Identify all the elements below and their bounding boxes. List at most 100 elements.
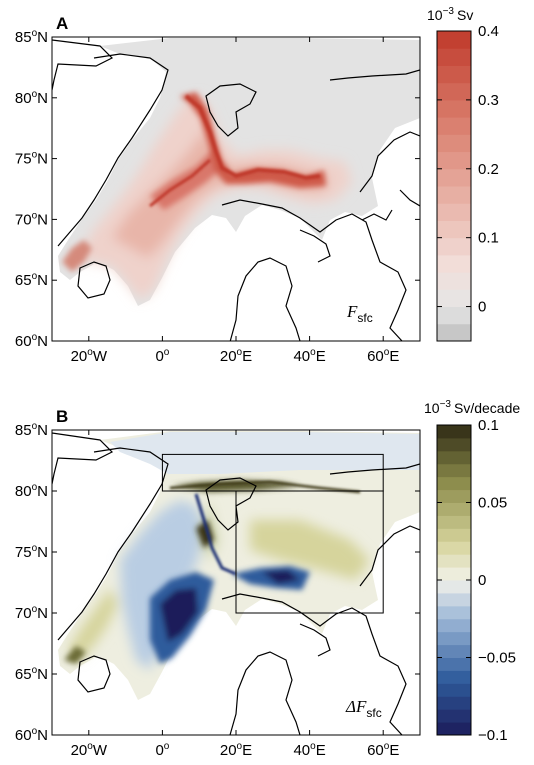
colorbar-step xyxy=(437,502,471,516)
y-tick-label: 85oN xyxy=(15,421,48,439)
colorbar-tick-label: 0.1 xyxy=(478,417,499,434)
degree-symbol: o xyxy=(32,89,38,100)
y-tick-label: 60oN xyxy=(15,726,48,744)
colorbar-step xyxy=(437,117,471,135)
colorbar-step xyxy=(437,489,471,503)
colorbar-step xyxy=(437,592,471,607)
degree-symbol: o xyxy=(310,347,316,358)
x-tick-label: 20oW xyxy=(71,741,108,759)
panel-a-coastlines xyxy=(52,39,420,341)
panel-b-core-trend xyxy=(169,480,361,576)
panel-a-map xyxy=(52,37,420,341)
colorbar-tick-label: 0.1 xyxy=(478,230,499,247)
y-tick-label: 70oN xyxy=(15,210,48,228)
y-tick-label: 75oN xyxy=(15,150,48,168)
colorbar-tick-label: 0.3 xyxy=(478,92,499,109)
x-tick-label: 60oE xyxy=(367,347,399,365)
colorbar-tick-label: 0.2 xyxy=(478,161,499,178)
colorbar-step xyxy=(437,237,471,256)
colorbar-step xyxy=(437,450,471,465)
colorbar-step xyxy=(437,65,471,84)
colorbar-step xyxy=(437,605,471,620)
degree-symbol: o xyxy=(32,28,38,39)
region-box xyxy=(235,490,384,614)
colorbar-step xyxy=(437,644,471,658)
panel-b-strong-trend xyxy=(64,480,310,664)
degree-symbol: o xyxy=(87,347,93,358)
colorbar-tick-label: 0.4 xyxy=(478,23,499,40)
colorbar-step xyxy=(437,670,471,684)
panel-b-colorbar-title: 10−3 Sv/decade xyxy=(424,399,520,416)
colorbar-tick-label: 0.05 xyxy=(478,495,507,512)
colorbar-step xyxy=(437,437,471,452)
degree-symbol: o xyxy=(32,271,38,282)
colorbar-step xyxy=(437,554,471,568)
y-tick-label: 80oN xyxy=(15,89,48,107)
colorbar-step xyxy=(437,631,471,646)
colorbar-step xyxy=(437,203,471,221)
colorbar-step xyxy=(437,48,471,66)
colorbar-tick-label: −0.05 xyxy=(478,650,516,667)
degree-symbol: o xyxy=(237,347,243,358)
y-tick-label: 60oN xyxy=(15,332,48,350)
degree-symbol: o xyxy=(32,726,38,737)
y-tick-label: 75oN xyxy=(15,543,48,561)
colorbar-tick-label: −0.1 xyxy=(478,727,508,744)
panel-b: B 20oW 0o 20oE 40oE 60oE85oN80oN75oN70oN65oN… xyxy=(15,399,520,759)
colorbar-step xyxy=(437,289,471,308)
y-tick-label: 70oN xyxy=(15,604,48,622)
colorbar-tick-label: 0 xyxy=(478,299,486,316)
colorbar-step xyxy=(437,323,471,342)
colorbar-step xyxy=(437,220,471,239)
colorbar-step xyxy=(437,696,471,710)
panel-b-north-band xyxy=(110,432,420,474)
colorbar-step xyxy=(437,476,471,491)
colorbar-step xyxy=(437,722,471,736)
panel-a-map-label: Fsfc xyxy=(346,302,373,325)
degree-symbol: o xyxy=(87,741,93,752)
panel-b-region-boxes xyxy=(161,453,384,614)
degree-symbol: o xyxy=(32,332,38,343)
x-tick-label: 0o xyxy=(155,741,169,759)
colorbar-step xyxy=(437,463,471,478)
colorbar-step xyxy=(437,306,471,325)
colorbar-step xyxy=(437,134,471,153)
panel-b-axes: 20oW 0o 20oE 40oE 60oE 85oN 80oN 75oN 70oN 65oN 60… xyxy=(15,421,420,759)
y-tick-label: 85oN xyxy=(15,28,48,46)
degree-symbol: o xyxy=(384,741,390,752)
degree-symbol: o xyxy=(32,604,38,615)
y-tick-label: 80oN xyxy=(15,482,48,500)
panel-a-colorbar: 0.4 0.3 0.2 0.1 0 10−3 Sv xyxy=(427,6,499,342)
x-tick-label: 40oE xyxy=(293,347,325,365)
degree-symbol: o xyxy=(32,421,38,432)
degree-symbol: o xyxy=(237,741,243,752)
degree-symbol: o xyxy=(32,210,38,221)
degree-symbol: o xyxy=(32,482,38,493)
panel-a-colorbar-title: 10−3 Sv xyxy=(427,6,473,23)
degree-symbol: o xyxy=(32,665,38,676)
colorbar-step xyxy=(437,425,471,439)
colorbar-step xyxy=(437,528,471,542)
colorbar-step xyxy=(437,254,471,273)
colorbar-step xyxy=(437,541,471,555)
colorbar-step xyxy=(437,580,471,594)
colorbar-step xyxy=(437,657,471,671)
colorbar-frame xyxy=(436,30,472,342)
panel-a: A 20oW 0o 20oE 40oE 60oE85oN80oN75oN70oN65oN… xyxy=(15,6,499,365)
degree-symbol: o xyxy=(164,741,170,752)
degree-symbol: o xyxy=(32,543,38,554)
colorbar-step xyxy=(437,515,471,529)
panel-b-map xyxy=(52,430,420,735)
colorbar-step xyxy=(437,31,471,49)
panel-b-trend-shading xyxy=(68,500,370,670)
panel-b-letter: B xyxy=(56,407,68,426)
degree-symbol: o xyxy=(164,347,170,358)
panel-a-axes: 20oW 0o 20oE 40oE 60oE 85oN 80oN 75oN 70oN 65oN 60… xyxy=(15,28,420,365)
colorbar-step xyxy=(437,567,471,581)
x-tick-label: 20oE xyxy=(220,741,252,759)
colorbar-step xyxy=(437,683,471,697)
degree-symbol: o xyxy=(32,150,38,161)
x-tick-label: 20oE xyxy=(220,347,252,365)
colorbar-tick-label: 0 xyxy=(478,572,486,589)
